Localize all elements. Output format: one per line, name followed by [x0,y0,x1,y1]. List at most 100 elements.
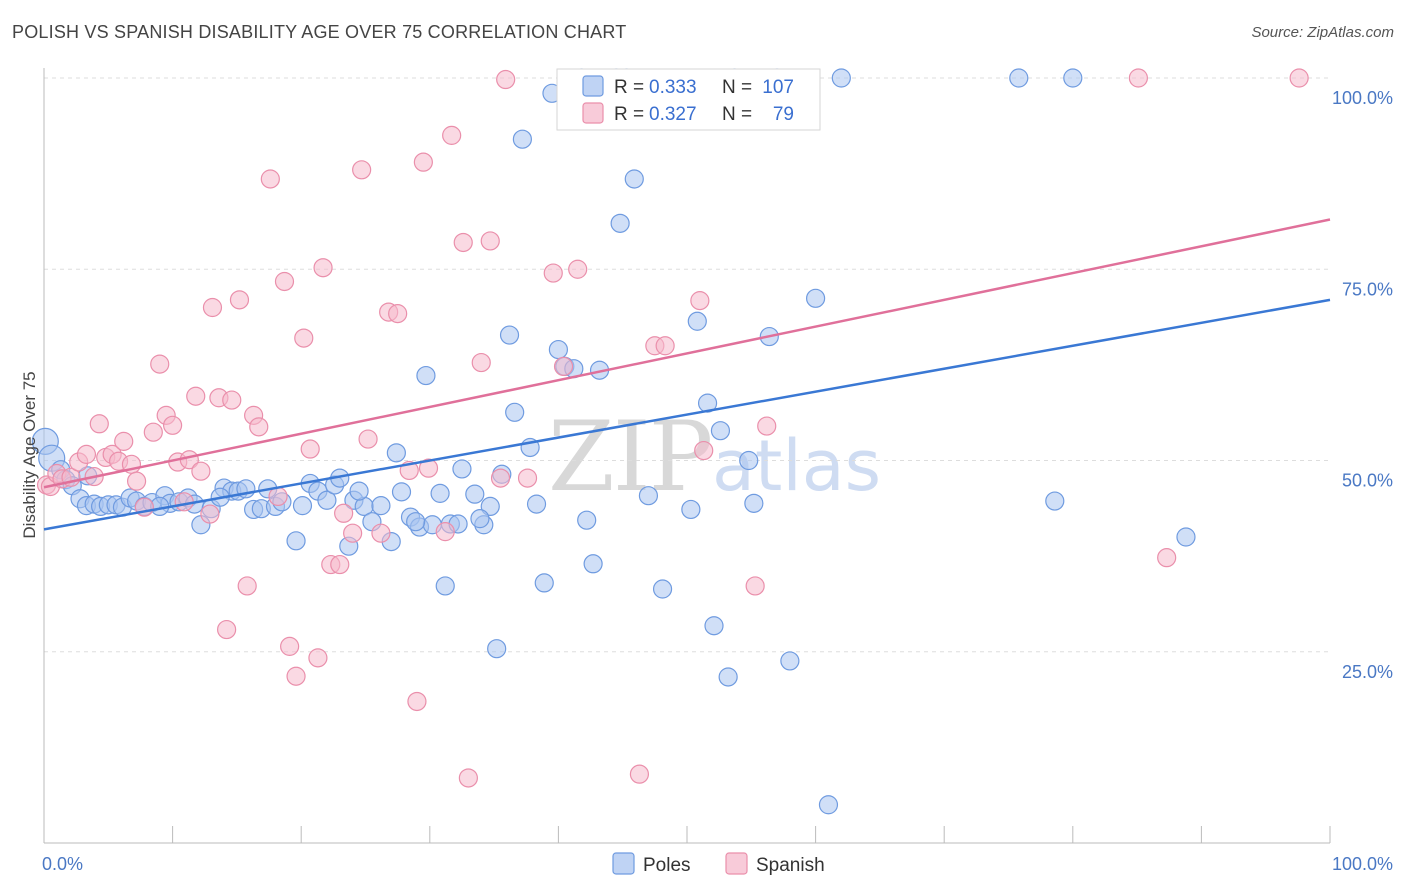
trend-lines [43,218,1331,531]
spanish-point [202,297,223,318]
poles-point [687,311,707,331]
poles-point [430,483,450,503]
poles-point [470,509,490,529]
spanish-point [343,523,363,543]
stats-r-label-spanish: R = [614,104,644,125]
y-axis-title: Disability Age Over 75 [20,371,39,538]
poles-point [416,365,436,386]
spanish-point [174,492,194,512]
poles-point [548,339,569,360]
poles-point [386,443,406,463]
grid-lines [44,77,1330,653]
poles-point [638,486,659,506]
spanish-point [629,764,650,784]
poles-point [652,579,673,599]
spanish-point [458,768,478,788]
stats-swatch-poles [582,75,604,97]
poles-point [286,531,306,551]
stats-n-value-spanish: 79 [773,104,794,125]
spanish-point [186,386,206,406]
spanish-point [143,422,163,442]
tick-labels: 25.0% 50.0% 75.0% 100.0% 0.0% 100.0% [42,88,1393,874]
x-tick-label-min: 0.0% [42,854,83,874]
spanish-point [1289,68,1309,88]
spanish-point [471,352,491,373]
poles-point [317,490,337,510]
legend-swatch-spanish [725,852,748,875]
spanish-point [249,417,269,437]
stats-swatch-spanish [582,102,604,124]
x-tick-label-max: 100.0% [1332,854,1393,874]
poles-point [704,616,724,636]
spanish-point [757,416,777,436]
spanish-point [200,504,220,524]
y-tick-label: 75.0% [1342,279,1393,299]
poles-point [465,484,485,504]
spanish-point [407,691,427,712]
spanish-point [280,636,300,656]
poles-point [292,496,313,516]
spanish-point [694,440,714,461]
poles-point [577,510,597,530]
legend: Poles Spanish [612,852,825,876]
stats-box: R = 0.333 N = 107 R = 0.327 N = 79 [556,68,821,131]
poles-point [744,493,764,513]
spanish-point [260,169,280,189]
spanish-point [191,461,211,481]
legend-swatch-poles [612,852,635,875]
poles-point [624,169,644,189]
y-tick-label: 25.0% [1342,662,1393,682]
poles-point [805,288,826,308]
spanish-point [453,232,473,253]
poles-point [831,68,851,88]
spanish-point [286,666,306,686]
poles-point [480,496,500,516]
spanish-point [496,69,516,90]
spanish-point [490,468,511,488]
poles-point [406,512,426,532]
spanish-point [517,468,538,488]
watermark: ZIP atlas [548,401,881,513]
spanish-point [553,356,574,377]
spanish-point [388,304,408,324]
stats-n-label-spanish: N = [722,104,752,125]
spanish-point [418,458,439,478]
spanish-point [480,231,500,251]
chart-title: POLISH VS SPANISH DISABILITY AGE OVER 75… [12,22,627,42]
poles-point [505,402,525,422]
spanish-point [371,523,391,543]
poles-point [452,459,472,479]
poles-point [780,651,800,671]
poles-point [818,795,839,815]
poles-point [1009,68,1029,88]
spanish-point [163,415,183,435]
y-tick-label: 100.0% [1332,88,1393,108]
spanish-point [237,576,257,596]
spanish-point [126,471,147,491]
spanish-point [268,486,288,507]
spanish-point [352,160,372,180]
stats-n-value-poles: 107 [762,77,794,98]
spanish-point [442,125,462,145]
spanish-point [313,258,333,278]
spanish-point [274,271,295,292]
spanish-point [294,328,314,348]
spanish-point [222,390,242,410]
spanish-point [229,290,250,310]
spanish-point [76,444,97,464]
spanish-point [1157,548,1177,568]
spanish-point [300,439,320,459]
poles-point [610,213,630,233]
poles-point [391,482,412,502]
y-tick-label: 50.0% [1342,471,1393,491]
poles-point [1045,491,1065,511]
chart-source: Source: ZipAtlas.com [1251,24,1394,41]
spanish-point [1128,68,1148,88]
poles-point [435,576,455,596]
spanish-point [413,152,433,172]
poles-point [710,421,731,441]
spanish-trend-line [43,218,1331,489]
watermark-zip: ZIP [548,401,711,513]
legend-label-spanish: Spanish [756,855,825,876]
